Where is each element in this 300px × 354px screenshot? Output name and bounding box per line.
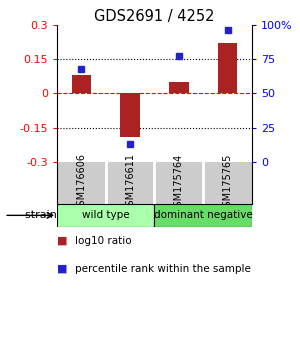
Text: wild type: wild type (82, 210, 130, 220)
Title: GDS2691 / 4252: GDS2691 / 4252 (94, 8, 215, 24)
Bar (169, 82, 189, 93)
Text: strain: strain (18, 210, 57, 220)
Text: GSM176606: GSM176606 (76, 154, 86, 212)
Text: GSM176611: GSM176611 (125, 154, 135, 212)
Text: log10 ratio: log10 ratio (75, 236, 132, 246)
Text: ■: ■ (57, 264, 68, 274)
Bar (72, 75, 91, 93)
Bar (57, 204, 154, 227)
Text: GSM175764: GSM175764 (174, 153, 184, 213)
Text: GSM175765: GSM175765 (223, 153, 232, 213)
Text: ■: ■ (57, 236, 68, 246)
Bar (120, 93, 140, 137)
Bar (218, 43, 237, 93)
Bar (154, 204, 252, 227)
Text: percentile rank within the sample: percentile rank within the sample (75, 264, 251, 274)
Text: dominant negative: dominant negative (154, 210, 253, 220)
